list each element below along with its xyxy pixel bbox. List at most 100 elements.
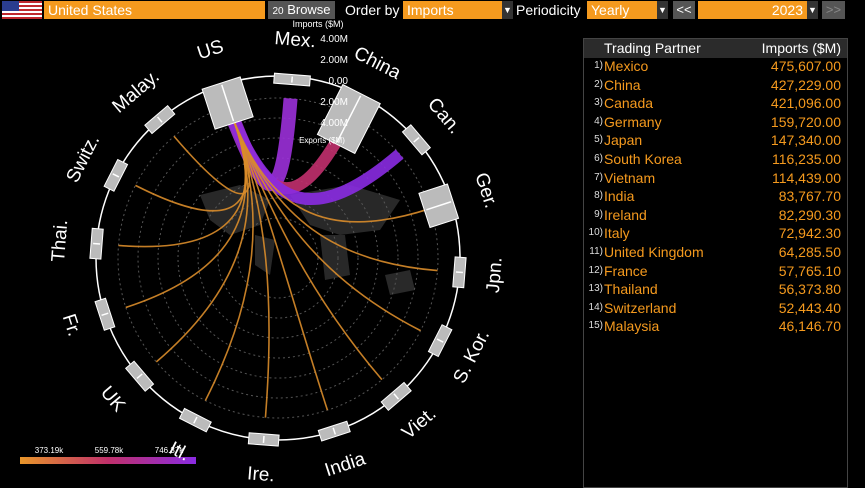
table-row: 6) South Korea 116,235.00 — [584, 150, 847, 168]
flag — [2, 1, 42, 19]
rank: 13) — [588, 283, 603, 295]
node — [316, 83, 381, 155]
node-tick — [156, 116, 163, 123]
partner-name: India — [604, 188, 635, 205]
table-row: 15) Malaysia 46,146.70 — [584, 317, 847, 335]
partner-label: Viet. — [398, 403, 440, 443]
rank: 10) — [588, 227, 603, 239]
partner-label: Switz. — [62, 131, 104, 186]
legend-bar — [20, 457, 196, 464]
country-field[interactable]: United States — [44, 1, 265, 19]
header-partner: Trading Partner — [604, 40, 701, 56]
partner-label: US — [195, 36, 227, 64]
partner-label: Can. — [423, 94, 465, 138]
imports-value: 46,146.70 — [778, 318, 841, 335]
order-field[interactable]: Imports — [403, 1, 502, 19]
scale-title: Imports ($M) — [292, 20, 343, 29]
partner-name: Italy — [604, 225, 630, 242]
node — [178, 407, 212, 433]
chord — [173, 115, 251, 195]
ring — [157, 137, 399, 379]
partner-name: China — [604, 76, 641, 93]
node-tick — [436, 338, 444, 343]
node-tick — [193, 416, 198, 424]
year-field[interactable]: 2023 — [698, 1, 807, 19]
table-row: 11) United Kingdom 64,285.50 — [584, 243, 847, 261]
partner-name: Canada — [604, 95, 654, 112]
rank: 8) — [594, 190, 603, 202]
node-tick — [93, 242, 101, 245]
imports-value: 159,720.00 — [770, 113, 841, 130]
rank: 14) — [588, 301, 603, 313]
partner-name: United Kingdom — [604, 244, 704, 260]
periodicity-field[interactable]: Yearly — [587, 1, 657, 19]
partner-name: Germany — [604, 113, 662, 130]
node — [418, 183, 460, 229]
table-row: 1) Mexico 475,607.00 — [584, 57, 847, 75]
imports-value: 57,765.10 — [778, 262, 841, 279]
rank: 1) — [594, 60, 603, 71]
scale-tick: 4.00M — [320, 118, 348, 129]
imports-value: 82,290.30 — [778, 206, 841, 223]
table-row: 5) Japan 147,340.00 — [584, 131, 847, 149]
imports-value: 421,096.00 — [770, 95, 841, 112]
periodicity-dropdown[interactable]: ▼ — [657, 1, 668, 19]
table-panel: Trading Partner Imports ($M) 1) Mexico 475… — [583, 38, 848, 488]
node-tick — [332, 427, 337, 435]
scale-tick: 4.00M — [320, 34, 348, 45]
table-row: 7) Vietnam 114,439.00 — [584, 169, 847, 187]
imports-value: 427,229.00 — [770, 76, 841, 93]
forward-button[interactable]: >> — [822, 1, 845, 19]
node-tick — [262, 435, 265, 443]
node — [247, 432, 280, 447]
rank: 7) — [594, 171, 603, 183]
year-dropdown[interactable]: ▼ — [807, 1, 818, 19]
order-dropdown[interactable]: ▼ — [502, 1, 513, 19]
partner-name: Vietnam — [604, 169, 656, 186]
node-tick — [455, 271, 463, 274]
legend-label: 746.37k — [155, 446, 184, 455]
node — [94, 297, 116, 331]
imports-value: 64,285.50 — [778, 244, 841, 260]
node — [201, 76, 254, 130]
node — [317, 420, 351, 442]
partner-label: Thai. — [48, 219, 72, 263]
node — [89, 227, 104, 260]
node-tick — [426, 201, 452, 211]
imports-value: 114,439.00 — [771, 169, 841, 186]
chord — [230, 115, 329, 411]
back-button[interactable]: << — [673, 1, 695, 19]
rank: 11) — [589, 246, 603, 257]
chord-diagram: US Mex. China Can. Ger. Jpn. S. Kor.Viet. India… — [20, 20, 507, 486]
node — [427, 324, 453, 358]
table-row: 12) France 57,765.10 — [584, 262, 847, 280]
node-tick — [112, 173, 120, 178]
rank: 6) — [594, 153, 603, 164]
legend-label: 373.19k — [35, 446, 64, 455]
ring — [117, 97, 439, 419]
imports-value: 52,443.40 — [778, 299, 841, 316]
partner-name: Switzerland — [604, 299, 677, 316]
node-tick — [101, 312, 109, 317]
table-row: 4) Germany 159,720.00 — [584, 113, 847, 131]
node — [144, 104, 176, 135]
partner-label: Ire. — [246, 463, 275, 486]
ring — [217, 197, 339, 319]
partner-name: Malaysia — [604, 318, 660, 335]
table-row: 13) Thailand 56,373.80 — [584, 280, 847, 298]
browse-button[interactable]: 20 Browse — [268, 1, 335, 19]
periodicity-label: Periodicity — [516, 2, 581, 18]
node — [273, 72, 311, 87]
table-row: 8) India 83,767.70 — [584, 187, 847, 205]
node — [124, 360, 155, 392]
legend-label: 559.78k — [95, 446, 124, 455]
partner-name: Japan — [604, 132, 643, 149]
table-row: 10) Italy 72,942.30 — [584, 224, 847, 242]
partner-label: UK — [96, 382, 129, 416]
scale-tick: 2.00M — [320, 97, 348, 108]
node — [380, 381, 412, 412]
table-header: Trading Partner Imports ($M) — [584, 39, 847, 58]
node — [103, 158, 129, 192]
browse-key: 20 — [272, 6, 284, 17]
header-imports: Imports ($M) — [761, 40, 841, 56]
